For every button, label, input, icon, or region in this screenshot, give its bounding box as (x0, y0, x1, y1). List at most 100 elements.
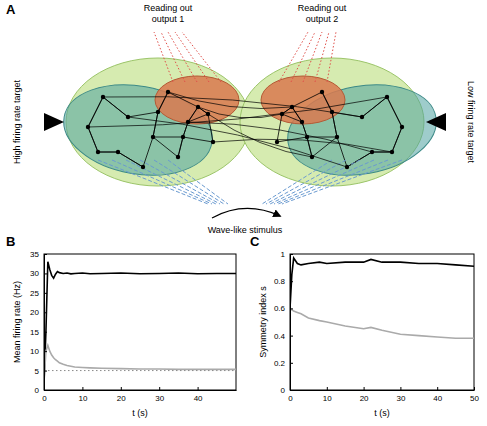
x-axis: 010203040 (42, 387, 236, 403)
tick-mark (364, 387, 365, 390)
tick-mark (44, 390, 47, 391)
y-tick: 0.6 (274, 304, 293, 313)
neuron (275, 140, 279, 144)
synapse (118, 152, 143, 167)
readout-line (182, 32, 221, 82)
readout-line (315, 32, 329, 82)
neuron (156, 110, 160, 114)
panel-letter: B (6, 234, 15, 249)
stimulus-line (168, 160, 228, 204)
cross-connection (213, 139, 392, 152)
chart: 01020304005101520253035t (s)Mean firing … (12, 250, 237, 418)
stimulus-line (282, 160, 402, 204)
series-line (44, 262, 236, 382)
synapse (362, 97, 387, 117)
neuron (310, 155, 314, 159)
synapse (312, 137, 337, 157)
synapse (158, 92, 168, 112)
tick-label: 10 (323, 394, 332, 403)
y-tick: 0.8 (274, 277, 293, 286)
readout-label: Reading out (144, 3, 193, 13)
synapse (178, 137, 183, 157)
neuron (300, 120, 304, 124)
synapse (98, 152, 118, 153)
neuron (166, 90, 170, 94)
x-tick: 10 (323, 387, 332, 403)
stimulus-line (266, 160, 346, 204)
tick-mark (44, 351, 47, 352)
tick-label: 25 (30, 289, 39, 298)
axis-line (44, 255, 45, 391)
synapse (347, 152, 372, 167)
readout-ellipse (155, 76, 239, 124)
series-line (290, 308, 474, 338)
x-tick: 40 (433, 387, 442, 403)
y-tick: 0.2 (274, 359, 293, 368)
synapse (158, 92, 168, 112)
synapse (103, 97, 128, 117)
target-label: Low firing rate target (466, 81, 476, 164)
tick-mark (474, 387, 475, 390)
tick-label: 20 (360, 394, 369, 403)
tick-mark (290, 308, 293, 309)
tick-mark (290, 363, 293, 364)
y-tick: 35 (30, 250, 47, 259)
series-line (44, 370, 236, 371)
tick-mark (437, 387, 438, 390)
tick-mark (44, 293, 47, 294)
tick-label: 10 (78, 394, 87, 403)
y-tick: 0 (35, 386, 47, 395)
tick-label: 1 (281, 250, 286, 259)
synapse (282, 114, 302, 122)
chart: 0102030405000.20.40.60.81t (s)Symmetry i… (258, 250, 479, 418)
tick-mark (400, 387, 401, 390)
stimulus-line (262, 160, 332, 204)
tick-label: 35 (30, 250, 39, 259)
stimulus-label: Wave-like stimulus (208, 225, 283, 235)
cross-connection (168, 92, 292, 109)
neuron (176, 155, 180, 159)
y-tick: 0.4 (274, 332, 293, 341)
readout-line (175, 32, 209, 82)
tick-label: 0 (281, 386, 286, 395)
series-line (290, 258, 474, 308)
synapse (153, 112, 158, 137)
neuron (151, 135, 155, 139)
readout-line (327, 32, 336, 82)
synapse (153, 137, 178, 157)
synapse (307, 137, 337, 138)
neuron (290, 105, 294, 109)
axis-line (290, 255, 291, 391)
neuron (390, 150, 394, 154)
cross-connection (208, 114, 312, 157)
neuron (400, 125, 404, 129)
y-tick: 5 (35, 367, 47, 376)
neuron (345, 165, 349, 169)
neuron (360, 115, 364, 119)
target-label: High firing rate target (12, 79, 22, 164)
tick-label: 30 (155, 394, 164, 403)
tick-mark (44, 254, 47, 255)
tick-label: 0 (35, 386, 40, 395)
neuron (370, 150, 374, 154)
plot-frame (44, 254, 236, 390)
stimulus-line (112, 160, 212, 204)
y-tick: 10 (30, 347, 47, 356)
tick-label: 20 (117, 394, 126, 403)
y-tick: 20 (30, 308, 47, 317)
tick-mark (44, 312, 47, 313)
synapse (347, 152, 372, 167)
neuron (96, 150, 100, 154)
stimulus-line (270, 160, 360, 204)
readout-label: Reading out (298, 3, 347, 13)
y-axis: 05101520253035 (30, 250, 47, 395)
neuron (86, 125, 90, 129)
neuron (116, 150, 120, 154)
series-line (44, 345, 236, 382)
panel-letter: A (6, 2, 16, 17)
neuron (305, 135, 309, 139)
synapse (332, 112, 337, 137)
tick-label: 5 (35, 367, 40, 376)
synapse (143, 137, 153, 167)
target-arrow (426, 113, 446, 131)
